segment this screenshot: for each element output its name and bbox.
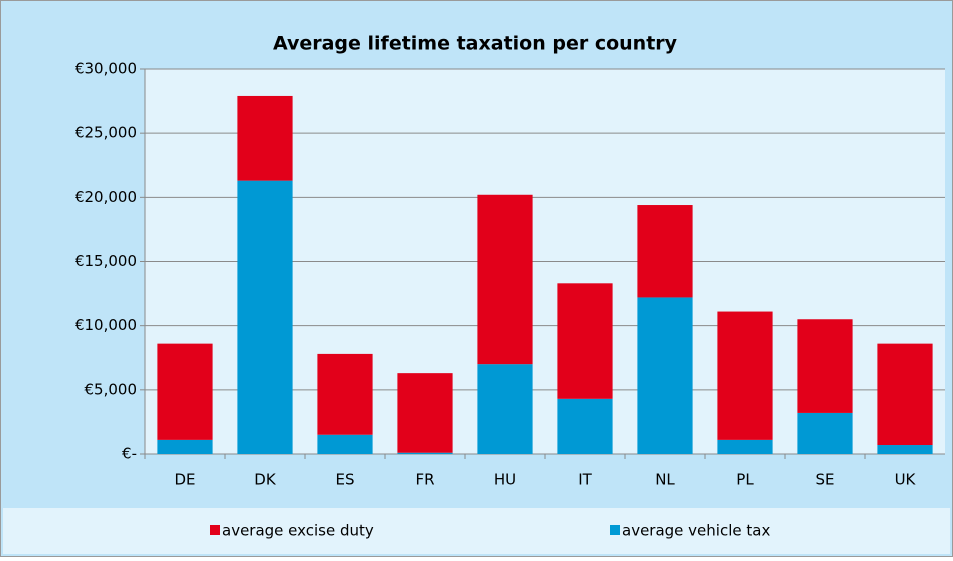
chart-title: Average lifetime taxation per country bbox=[273, 33, 678, 55]
bar-segment bbox=[637, 297, 693, 454]
x-tick-label: IT bbox=[578, 471, 592, 489]
bar-segment bbox=[797, 319, 853, 413]
x-tick-label: UK bbox=[895, 471, 917, 489]
bar-segment bbox=[637, 205, 693, 298]
bar-segment bbox=[397, 373, 453, 453]
legend-label: average vehicle tax bbox=[622, 522, 770, 540]
bar-segment bbox=[157, 439, 213, 454]
bar-segment bbox=[317, 434, 373, 454]
x-tick-label: ES bbox=[336, 471, 355, 489]
bar-segment bbox=[157, 343, 213, 440]
legend-swatch bbox=[210, 525, 220, 535]
y-tick-label: €20,000 bbox=[75, 188, 137, 206]
x-tick-label: FR bbox=[415, 471, 434, 489]
bar-segment bbox=[237, 180, 293, 454]
bar-segment bbox=[477, 364, 533, 454]
y-tick-label: €5,000 bbox=[85, 380, 138, 398]
y-tick-label: €10,000 bbox=[75, 316, 137, 334]
y-tick-label: €25,000 bbox=[75, 124, 137, 142]
legend-swatch bbox=[610, 525, 620, 535]
bar-segment bbox=[317, 353, 373, 435]
x-tick-label: SE bbox=[816, 471, 835, 489]
bar-segment bbox=[877, 445, 933, 454]
bar-segment bbox=[237, 95, 293, 181]
bar-segment bbox=[797, 412, 853, 454]
x-tick-label: PL bbox=[736, 471, 754, 489]
x-tick-label: HU bbox=[494, 471, 516, 489]
legend-area bbox=[3, 508, 950, 554]
x-tick-label: DE bbox=[174, 471, 195, 489]
y-tick-label: €30,000 bbox=[75, 60, 137, 78]
bar-segment bbox=[717, 311, 773, 440]
legend-label: average excise duty bbox=[222, 522, 374, 540]
x-tick-label: DK bbox=[254, 471, 277, 489]
bar-segment bbox=[557, 283, 613, 399]
y-tick-label: €15,000 bbox=[75, 252, 137, 270]
bar-segment bbox=[877, 343, 933, 446]
bar-segment bbox=[717, 439, 773, 454]
bar-segment bbox=[557, 398, 613, 454]
x-tick-label: NL bbox=[655, 471, 675, 489]
y-tick-label: €- bbox=[122, 445, 137, 463]
bar-segment bbox=[397, 452, 453, 454]
bar-segment bbox=[477, 194, 533, 365]
